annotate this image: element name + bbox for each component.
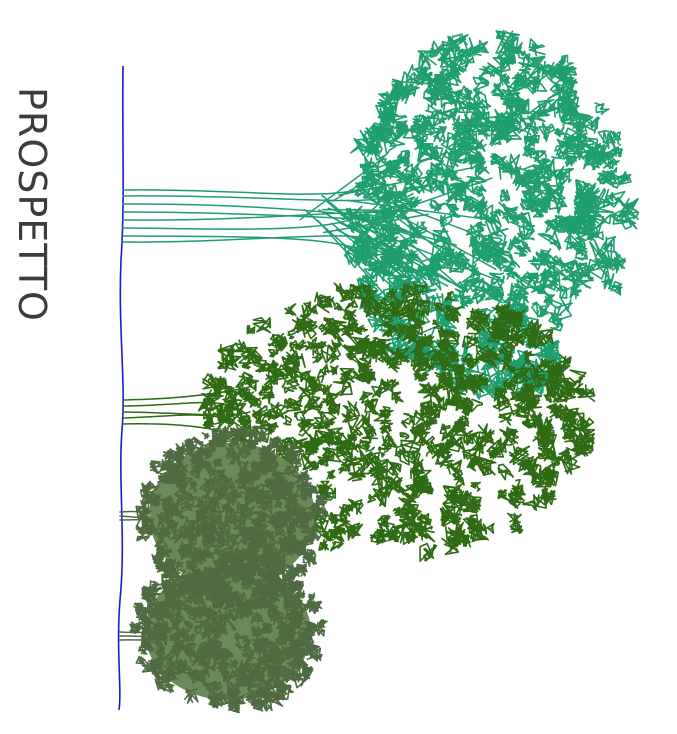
small-trees-canopy [129,424,330,714]
medium-tree-canopy [197,282,596,562]
ground-line [117,65,124,711]
large-tree-trunk [122,160,507,301]
drawing-title: PROSPETTO [10,87,54,322]
